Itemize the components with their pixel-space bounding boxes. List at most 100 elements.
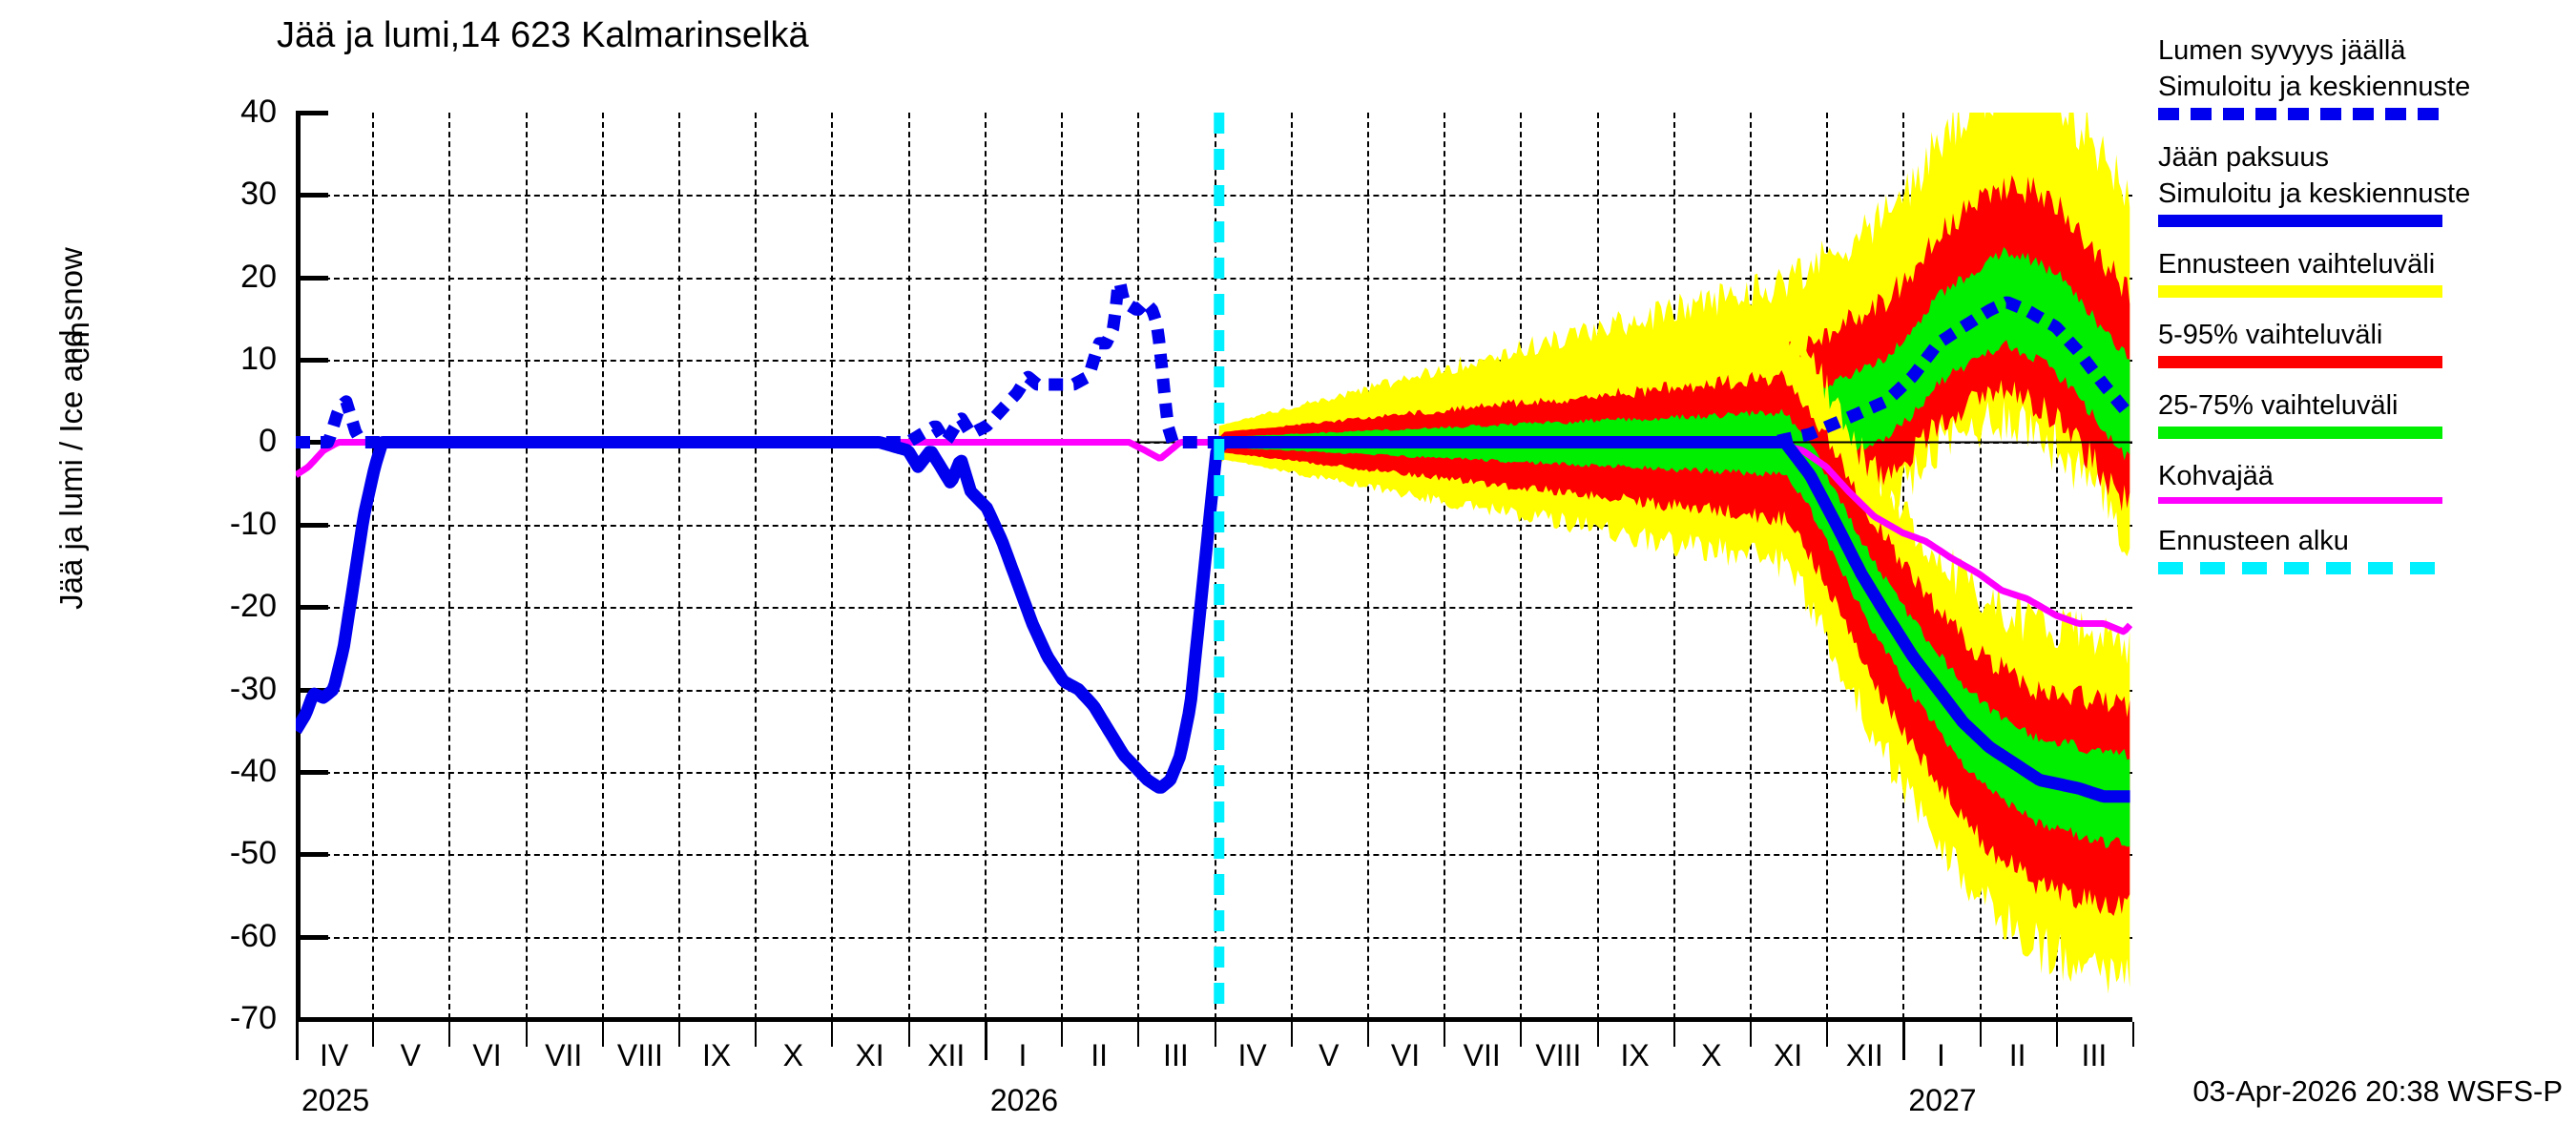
x-tick-label: VI	[1390, 1038, 1421, 1072]
gridline-vertical	[984, 113, 987, 1019]
gridline-vertical	[755, 113, 758, 1019]
y-axis-label: Jää ja lumi / Ice and snow	[53, 247, 89, 610]
legend-swatch	[2158, 562, 2442, 574]
gridline-vertical	[448, 113, 451, 1019]
legend-swatch	[2158, 427, 2442, 439]
y-tick-label: 20	[240, 258, 277, 295]
x-tick-mark	[1137, 1022, 1140, 1047]
gridline-vertical	[372, 113, 375, 1019]
x-tick-label: VIII	[1535, 1038, 1582, 1072]
x-tick-label: XI	[855, 1038, 884, 1072]
x-tick-mark	[1596, 1022, 1599, 1047]
y-tick-label: -40	[229, 752, 277, 789]
x-tick-label: X	[1701, 1038, 1722, 1072]
x-tick-label: II	[1091, 1038, 1109, 1072]
gridline-vertical	[678, 113, 681, 1019]
chart-canvas	[296, 113, 2132, 1019]
x-tick-mark	[1979, 1022, 1982, 1047]
y-tick-label: 40	[240, 94, 277, 130]
x-tick-label: I	[1018, 1038, 1028, 1072]
x-tick-mark	[525, 1022, 528, 1047]
legend-item: Ennusteen alku	[2158, 523, 2576, 574]
legend-item-title: 5-95% vaihteluväli	[2158, 320, 2383, 350]
x-tick-label: III	[2081, 1038, 2108, 1072]
x-axis-line	[296, 1017, 2132, 1022]
x-tick-label: VII	[1463, 1038, 1501, 1072]
x-tick-mark	[1061, 1022, 1064, 1047]
x-tick-label: II	[2008, 1038, 2026, 1072]
y-axis-unit: cm	[60, 322, 95, 364]
x-tick-mark	[1444, 1022, 1446, 1047]
x-tick-label: V	[400, 1038, 421, 1072]
gridline-vertical	[1137, 113, 1140, 1019]
y-tick-mark	[296, 111, 328, 115]
x-tick-mark	[448, 1022, 451, 1047]
legend-item: Ennusteen vaihteluväli	[2158, 246, 2576, 298]
x-tick-label: IX	[1620, 1038, 1650, 1072]
y-tick-label: -70	[229, 1000, 277, 1036]
x-tick-mark	[1366, 1022, 1369, 1047]
y-tick-label: -30	[229, 670, 277, 707]
legend-swatch	[2158, 285, 2442, 298]
x-tick-mark	[2055, 1022, 2058, 1047]
legend-item: 5-95% vaihteluväli	[2158, 317, 2576, 368]
y-tick-label: 0	[259, 423, 277, 460]
gridline-vertical	[1290, 113, 1293, 1019]
x-tick-mark	[1214, 1022, 1216, 1047]
x-tick-mark	[601, 1022, 604, 1047]
legend-item: Jään paksuus Simuloitu ja keskiennuste	[2158, 139, 2576, 227]
x-tick-mark	[1826, 1022, 1829, 1047]
x-tick-label: XII	[1845, 1038, 1883, 1072]
x-tick-label: IV	[1237, 1038, 1267, 1072]
chart-legend: Lumen syvyys jäällä Simuloitu ja keskienn…	[2158, 32, 2576, 593]
gridline-vertical	[1979, 113, 1982, 1019]
x-tick-label: III	[1163, 1038, 1189, 1072]
x-tick-label: X	[782, 1038, 804, 1072]
x-tick-mark	[1520, 1022, 1523, 1047]
x-tick-mark	[2132, 1022, 2134, 1047]
y-tick-label: -50	[229, 835, 277, 872]
gridline-vertical	[1366, 113, 1369, 1019]
gridline-vertical	[2055, 113, 2058, 1019]
gridline-vertical	[1520, 113, 1523, 1019]
y-tick-label: 10	[240, 341, 277, 378]
footer-timestamp: 03-Apr-2026 20:38 WSFS-P	[2192, 1074, 2563, 1108]
legend-item-title: 25-75% vaihteluväli	[2158, 390, 2399, 421]
legend-item-title: Ennusteen alku	[2158, 526, 2349, 556]
x-tick-label: V	[1319, 1038, 1340, 1072]
legend-item-title: Jään paksuus	[2158, 142, 2329, 173]
x-tick-mark	[1749, 1022, 1752, 1047]
x-axis-year-label: 2027	[1908, 1083, 1977, 1117]
gridline-vertical	[1672, 113, 1675, 1019]
x-tick-mark	[907, 1022, 910, 1047]
x-tick-mark	[1290, 1022, 1293, 1047]
x-tick-mark	[296, 1022, 299, 1060]
x-tick-mark	[1672, 1022, 1675, 1047]
legend-item-title: Lumen syvyys jäällä	[2158, 35, 2406, 66]
gridline-vertical	[1061, 113, 1064, 1019]
y-tick-label: 30	[240, 176, 277, 213]
x-tick-mark	[678, 1022, 681, 1047]
y-tick-label: -20	[229, 588, 277, 625]
x-tick-label: XII	[927, 1038, 966, 1072]
legend-swatch	[2158, 108, 2442, 120]
legend-item: Kohvajää	[2158, 458, 2576, 504]
x-tick-label: I	[1937, 1038, 1945, 1072]
page-title: Jää ja lumi,14 623 Kalmarinselkä	[277, 15, 809, 55]
x-tick-label: VII	[545, 1038, 583, 1072]
legend-item-title: Kohvajää	[2158, 461, 2274, 491]
x-tick-mark	[984, 1022, 987, 1060]
gridline-vertical	[601, 113, 604, 1019]
x-tick-mark	[755, 1022, 758, 1047]
x-tick-label: VIII	[616, 1038, 663, 1072]
legend-item: Lumen syvyys jäällä Simuloitu ja keskienn…	[2158, 32, 2576, 120]
x-axis-year-label: 2026	[989, 1083, 1059, 1117]
legend-swatch	[2158, 215, 2442, 227]
gridline-vertical	[1444, 113, 1446, 1019]
legend-item-title: Ennusteen vaihteluväli	[2158, 249, 2436, 280]
plot-area	[296, 113, 2132, 1019]
gridline-vertical	[525, 113, 528, 1019]
legend-swatch	[2158, 356, 2442, 368]
x-tick-mark	[1902, 1022, 1906, 1060]
